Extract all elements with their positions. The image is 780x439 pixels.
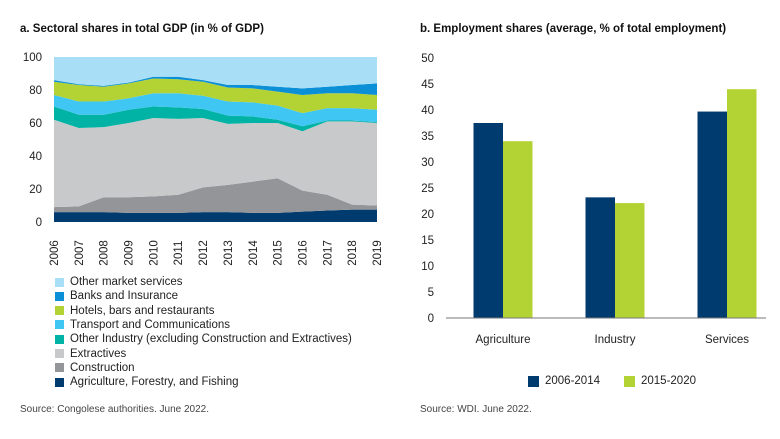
legend-swatch — [55, 306, 64, 316]
chart-a-title: a. Sectoral shares in total GDP (in % of… — [20, 23, 264, 35]
y-tick-label: 60 — [29, 118, 42, 130]
x-tick-label: 2016 — [297, 240, 309, 266]
y-tick-label: 20 — [29, 184, 42, 196]
area-extractives — [54, 118, 377, 208]
bar-agriculture-2006-2014 — [473, 123, 503, 318]
y-tick-label: 35 — [421, 131, 434, 143]
y-tick-label: 40 — [421, 105, 434, 117]
legend-item: Construction — [55, 361, 135, 375]
y-tick-label: 45 — [421, 79, 434, 91]
legend-label: Extractives — [70, 347, 127, 360]
legend-label: Banks and Insurance — [70, 290, 179, 303]
x-tick-label: 2017 — [322, 240, 334, 266]
x-tick-label: 2014 — [248, 240, 260, 266]
legend-label: 2015-2020 — [641, 375, 696, 387]
legend-label: Other Industry (excluding Construction a… — [70, 333, 352, 346]
legend-item: Other Industry (excluding Construction a… — [55, 332, 352, 346]
legend-item: Hotels, bars and restaurants — [55, 304, 214, 318]
legend-item: Extractives — [55, 347, 126, 361]
y-tick-label: 25 — [421, 183, 434, 195]
legend-item: 2006-2014 — [528, 375, 600, 387]
legend-label: Other market services — [70, 276, 183, 288]
y-tick-label: 50 — [421, 53, 434, 65]
legend-label: Construction — [70, 361, 135, 374]
legend-item: Agriculture, Forestry, and Fishing — [55, 375, 239, 389]
x-tick-label: 2009 — [124, 240, 136, 266]
legend-label: Agriculture, Forestry, and Fishing — [70, 376, 239, 389]
y-tick-label: 0 — [428, 313, 434, 325]
x-tick-label: 2018 — [347, 240, 359, 266]
legend-swatch — [55, 349, 64, 358]
bar-services-2015-2020 — [727, 89, 757, 318]
area-transport-and-communications — [54, 93, 377, 127]
legend-swatch — [55, 320, 64, 330]
legend-item: Transport and Communications — [55, 318, 230, 332]
area-other-industry-excluding-construction-and-extractives- — [54, 106, 377, 132]
bar-agriculture-2015-2020 — [503, 141, 533, 318]
x-category-label: Agriculture — [476, 334, 531, 346]
legend-swatch — [55, 377, 64, 387]
chart-a-source: Source: Congolese authorities. June 2022… — [20, 404, 210, 415]
x-category-label: Industry — [595, 334, 636, 346]
y-tick-label: 0 — [36, 217, 42, 229]
legend-item: Banks and Insurance — [55, 289, 178, 303]
bar-industry-2006-2014 — [585, 197, 615, 318]
chart-b-source: Source: WDI. June 2022. — [420, 404, 532, 415]
x-tick-label: 2011 — [173, 241, 185, 266]
legend-swatch — [55, 277, 64, 287]
bar-industry-2015-2020 — [615, 203, 645, 318]
legend-swatch — [55, 363, 64, 373]
y-tick-label: 5 — [428, 287, 434, 299]
legend-label: Transport and Communications — [70, 318, 231, 331]
x-tick-label: 2012 — [198, 240, 210, 266]
y-tick-label: 30 — [421, 157, 434, 169]
legend-label: 2006-2014 — [545, 375, 600, 387]
area-hotels-bars-and-restaurants — [54, 78, 377, 114]
legend-swatch — [528, 375, 539, 387]
y-tick-label: 80 — [29, 85, 42, 97]
legend-swatch — [55, 291, 64, 301]
area-other-market-services — [54, 57, 377, 89]
legend-item: 2015-2020 — [624, 375, 696, 387]
x-tick-label: 2006 — [49, 240, 61, 266]
legend-swatch — [624, 375, 635, 387]
x-tick-label: 2007 — [74, 240, 86, 266]
legend-swatch — [55, 334, 64, 344]
x-tick-label: 2015 — [273, 240, 285, 266]
y-tick-label: 20 — [421, 209, 434, 221]
area-banks-and-insurance — [54, 76, 377, 95]
x-tick-label: 2008 — [99, 240, 111, 266]
legend-label: Hotels, bars and restaurants — [70, 304, 215, 317]
y-tick-label: 15 — [421, 235, 434, 247]
x-tick-label: 2019 — [372, 240, 384, 266]
area-agriculture-forestry-and-fishing — [54, 209, 377, 222]
y-tick-label: 100 — [23, 52, 42, 64]
y-tick-label: 10 — [421, 261, 434, 273]
area-construction — [54, 178, 377, 213]
bar-services-2006-2014 — [697, 111, 727, 318]
chart-b-title: b. Employment shares (average, % of tota… — [420, 23, 727, 35]
legend-item: Other market services — [55, 275, 182, 289]
x-category-label: Services — [705, 334, 749, 346]
y-tick-label: 40 — [29, 151, 42, 163]
x-tick-label: 2013 — [223, 240, 235, 266]
x-tick-label: 2010 — [148, 240, 160, 266]
